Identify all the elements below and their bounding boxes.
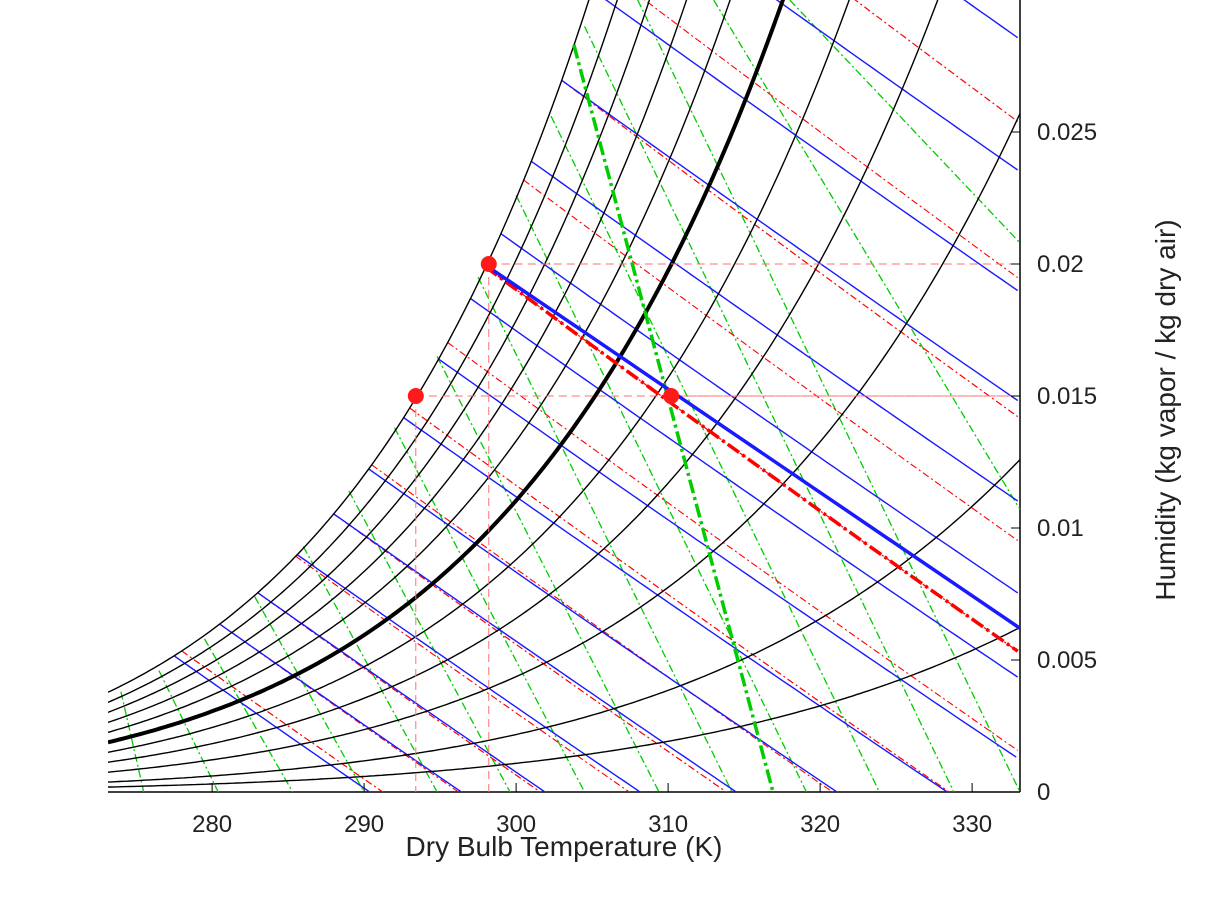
enthalpy-line (500, 233, 1019, 594)
x-tick-label: 320 (800, 811, 840, 838)
enthalpy-lines (173, 0, 1019, 792)
rh-curve (108, 0, 688, 724)
specific-volume-line (515, 195, 808, 792)
y-tick-label: 0.02 (1037, 251, 1084, 278)
state-point (663, 388, 680, 404)
wet-bulb-line (295, 555, 631, 792)
specific-volume-line (713, 0, 1020, 510)
state-point (407, 388, 424, 404)
specific-volume-line (789, 0, 1020, 244)
enthalpy-line (561, 79, 1019, 402)
enthalpy-line (333, 513, 738, 792)
specific-volume-line (393, 427, 586, 792)
state-points (407, 256, 680, 404)
rh-curve-highlighted (108, 0, 785, 745)
y-tick-label: 0.015 (1037, 383, 1097, 410)
y-tick-label: 0.025 (1037, 119, 1097, 146)
x-tick-label: 310 (648, 811, 688, 838)
rh-curve (108, 0, 590, 693)
y-tick-label: 0.005 (1037, 647, 1097, 674)
wet-bulb-line (371, 464, 834, 792)
x-tick-label: 290 (344, 811, 384, 838)
enthalpy-line (368, 468, 839, 792)
specific-volume-line (436, 356, 660, 792)
rh-curve (108, 0, 850, 753)
enthalpy-line (438, 358, 1017, 758)
state-point (480, 256, 497, 272)
specific-volume-line (477, 276, 733, 792)
enthalpy-line (296, 554, 642, 792)
rh-curve (108, 113, 1020, 773)
x-axis-title: Dry Bulb Temperature (K) (406, 831, 723, 862)
relative-humidity-curves (108, 0, 1020, 788)
enthalpy-line (963, 0, 1019, 39)
y-tick-label: 0.01 (1037, 515, 1084, 542)
wet-bulb-line (181, 650, 384, 792)
rh-curve (108, 0, 651, 714)
wet-bulb-line (333, 513, 728, 792)
enthalpy-line (775, 0, 1019, 171)
x-tick-label: 330 (952, 811, 992, 838)
y-axis-title: Humidity (kg vapor / kg dry air) (1150, 219, 1181, 600)
guide-lines (415, 263, 1020, 792)
specific-volume-line (550, 115, 880, 792)
wet-bulb-line (523, 179, 1019, 541)
wet-bulb-line (409, 407, 951, 792)
enthalpy-line (604, 0, 1019, 292)
highlighted-lines (484, 44, 1020, 792)
enthalpy-line (530, 160, 1019, 502)
highlighted-enthalpy-line (490, 267, 1020, 630)
wet-bulb-line (854, 0, 1019, 122)
enthalpy-line (219, 623, 463, 792)
wet-bulb-line (561, 79, 1019, 418)
specific-volume-line (203, 638, 294, 792)
specific-volume-line (254, 596, 365, 792)
x-tick-label: 300 (496, 811, 536, 838)
wet-bulb-line (447, 342, 1019, 751)
specific-volume-line (120, 691, 145, 792)
x-tick-label: 280 (192, 811, 232, 838)
rh-curve (108, 0, 939, 763)
specific-volume-line (583, 26, 955, 792)
y-tick-label: 0 (1037, 779, 1050, 806)
axis-ticks: 280 290 300 310 320 330 0 0.005 0.01 0.015 0.02 0.0… (192, 119, 1097, 838)
enthalpy-line (470, 297, 1019, 678)
specific-volume-line (302, 546, 438, 792)
rh-curve (108, 0, 618, 704)
plot-area (108, 0, 1020, 792)
wet-bulb-lines (181, 0, 1019, 792)
enthalpy-line (403, 417, 949, 792)
wet-bulb-line (643, 0, 1019, 279)
specific-volume-line (158, 670, 219, 792)
highlighted-specific-volume-line (572, 44, 775, 792)
highlighted-wet-bulb-line (484, 265, 1019, 653)
rh-curve (108, 0, 731, 734)
enthalpy-line (257, 592, 547, 792)
rh-curve (108, 459, 1020, 783)
rh-curve (108, 626, 1020, 788)
